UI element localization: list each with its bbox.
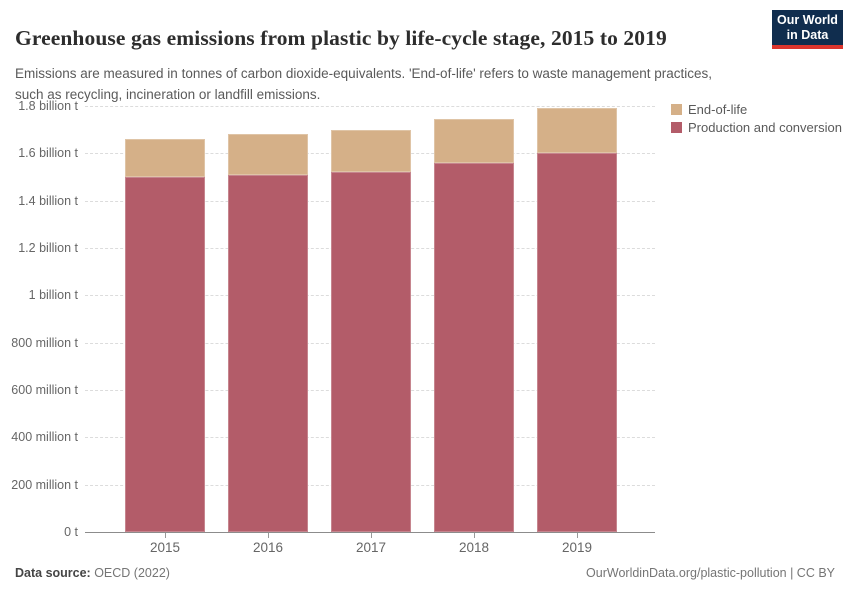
legend-item-production-and-conversion[interactable]: Production and conversion bbox=[671, 121, 842, 134]
legend-swatch-end-of-life bbox=[671, 104, 682, 115]
y-axis-tick-label: 600 million t bbox=[11, 383, 78, 397]
y-axis-tick-label: 1.6 billion t bbox=[18, 146, 78, 161]
legend-swatch-production-and-conversion bbox=[671, 122, 682, 133]
chart-subtitle: Emissions are measured in tonnes of carb… bbox=[15, 65, 713, 102]
chart-footer: Data source: OECD (2022) OurWorldinData.… bbox=[15, 566, 835, 580]
owid-logo-line2: in Data bbox=[786, 28, 829, 42]
page-title: Greenhouse gas emissions from plastic by… bbox=[15, 26, 667, 51]
data-source: Data source: OECD (2022) bbox=[15, 566, 170, 580]
bar-segment-2017-end-of-life[interactable] bbox=[331, 129, 411, 173]
bar-segment-2015-end-of-life[interactable] bbox=[125, 139, 205, 177]
chart-legend: End-of-life Production and conversion bbox=[671, 103, 842, 139]
bar-segment-2019-production-and-conversion[interactable] bbox=[537, 153, 617, 532]
y-axis-tick-label: 1 billion t bbox=[28, 288, 78, 303]
y-axis-tick-label: 200 million t bbox=[11, 477, 78, 492]
x-axis-tick bbox=[474, 533, 475, 538]
y-axis-tick-label: 1.2 billion t bbox=[18, 241, 78, 255]
x-axis-label-2018: 2018 bbox=[458, 540, 490, 555]
gridline bbox=[85, 106, 655, 107]
bar-segment-2018-production-and-conversion[interactable] bbox=[434, 162, 514, 532]
bar-segment-2019-end-of-life[interactable] bbox=[537, 108, 617, 154]
x-axis-tick bbox=[371, 533, 372, 538]
legend-item-end-of-life[interactable]: End-of-life bbox=[671, 103, 842, 116]
x-axis-tick bbox=[577, 533, 578, 538]
bar-segment-2016-end-of-life[interactable] bbox=[228, 134, 308, 175]
legend-label: Production and conversion bbox=[688, 120, 842, 135]
x-axis-baseline bbox=[85, 532, 655, 533]
owid-logo-line1: Our World bbox=[777, 13, 838, 27]
data-source-value: OECD (2022) bbox=[90, 566, 170, 580]
y-axis-tick-label: 1.4 billion t bbox=[18, 193, 78, 208]
bar-segment-2017-production-and-conversion[interactable] bbox=[331, 172, 411, 532]
y-axis-tick-label: 400 million t bbox=[11, 430, 78, 445]
x-axis-label-2015: 2015 bbox=[149, 540, 181, 555]
bar-segment-2015-production-and-conversion[interactable] bbox=[125, 177, 205, 532]
x-axis-label-2017: 2017 bbox=[355, 540, 387, 555]
bar-segment-2016-production-and-conversion[interactable] bbox=[228, 174, 308, 532]
bar-segment-2018-end-of-life[interactable] bbox=[434, 119, 514, 163]
x-axis-label-2019: 2019 bbox=[561, 540, 593, 555]
x-axis-tick bbox=[268, 533, 269, 538]
data-source-label: Data source: bbox=[15, 566, 91, 580]
y-axis-tick-label: 0 t bbox=[64, 525, 78, 539]
legend-label: End-of-life bbox=[688, 102, 748, 117]
credit-link[interactable]: OurWorldinData.org/plastic-pollution | C… bbox=[586, 566, 835, 580]
x-axis-tick bbox=[165, 533, 166, 538]
x-axis-label-2016: 2016 bbox=[252, 540, 284, 555]
y-axis-tick-label: 800 million t bbox=[11, 335, 78, 350]
owid-logo: Our World in Data bbox=[772, 10, 843, 49]
